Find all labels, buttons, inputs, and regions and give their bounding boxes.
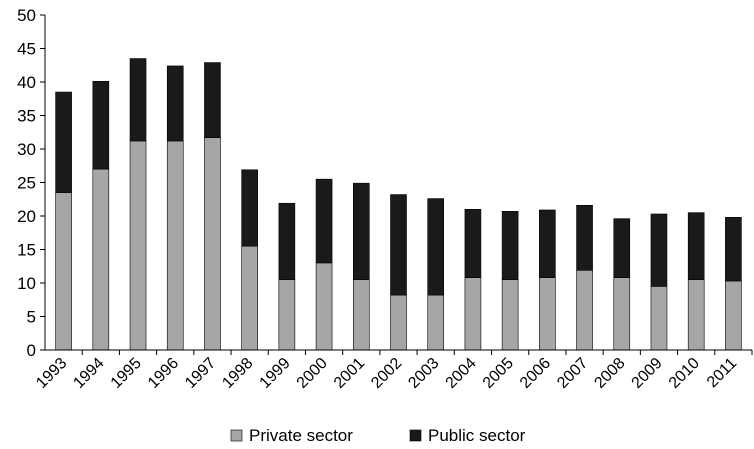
y-tick-label: 25 <box>17 174 36 193</box>
x-tick-label: 2005 <box>480 355 517 392</box>
bar-public-sector-2003 <box>427 198 445 296</box>
bar-public-sector-1997 <box>204 62 221 138</box>
x-tick-label: 2011 <box>704 355 740 391</box>
bar-private-sector-2011 <box>725 280 742 351</box>
x-tick-label: 2009 <box>629 355 666 392</box>
x-tick-label: 2004 <box>443 355 480 392</box>
bar-public-sector-1995 <box>129 58 147 142</box>
x-tick-label: 1998 <box>219 355 256 392</box>
plot-area <box>55 58 742 351</box>
bar-public-sector-1993 <box>55 91 72 193</box>
bar-public-sector-2007 <box>576 204 593 271</box>
y-tick-label: 30 <box>17 140 36 159</box>
y-tick-label: 15 <box>17 241 36 260</box>
bar-private-sector-2008 <box>613 277 631 351</box>
bar-private-sector-2000 <box>315 262 333 351</box>
y-axis: 0 5 10 15 20 25 30 35 40 45 50 <box>17 6 46 360</box>
bar-public-sector-2005 <box>501 211 519 280</box>
x-tick-label: 1997 <box>182 355 219 392</box>
bar-private-sector-2002 <box>390 294 407 351</box>
y-tick-label: 5 <box>27 308 36 327</box>
bar-public-sector-2006 <box>539 209 556 278</box>
legend-label-private-sector: Private sector <box>249 426 353 445</box>
x-tick-label: 2000 <box>294 355 331 392</box>
bar-private-sector-2007 <box>576 269 593 351</box>
x-tick-label: 2008 <box>591 355 628 392</box>
bar-private-sector-2004 <box>464 277 482 351</box>
bar-private-sector-2006 <box>539 277 556 351</box>
bar-public-sector-1994 <box>92 81 110 170</box>
x-tick-label: 2007 <box>554 355 591 392</box>
x-tick-label: 1999 <box>257 355 294 392</box>
x-tick-label: 1996 <box>145 355 182 392</box>
x-tick-label: 1995 <box>108 355 145 392</box>
x-tick-label: 2003 <box>405 355 442 392</box>
bar-private-sector-1994 <box>92 168 110 351</box>
bar-public-sector-1999 <box>278 202 296 280</box>
bar-public-sector-1996 <box>166 65 184 142</box>
legend-swatch-public-sector <box>409 429 422 442</box>
bar-private-sector-2003 <box>427 294 445 351</box>
legend: Private sector Public sector <box>230 426 526 445</box>
bar-public-sector-2011 <box>725 217 742 282</box>
legend-swatch-private-sector <box>230 429 243 442</box>
bar-public-sector-2009 <box>650 213 668 287</box>
y-tick-label: 35 <box>17 107 36 126</box>
y-tick-label: 45 <box>17 40 36 59</box>
bar-private-sector-1999 <box>278 279 296 351</box>
bar-private-sector-1995 <box>129 140 147 351</box>
y-tick-label: 20 <box>17 207 36 226</box>
x-axis: 1993 1994 1995 1996 1997 1998 1999 2000 2001 2002… <box>33 349 753 392</box>
y-tick-label: 10 <box>17 274 36 293</box>
bar-private-sector-2009 <box>650 286 668 351</box>
y-tick-label: 50 <box>17 6 36 25</box>
x-tick-label: 2006 <box>517 355 554 392</box>
y-tick-label: 0 <box>27 341 36 360</box>
bar-private-sector-1997 <box>204 137 221 351</box>
x-tick-label: 2002 <box>368 355 405 392</box>
bar-public-sector-2002 <box>390 194 407 296</box>
bar-public-sector-2010 <box>687 212 705 280</box>
bar-private-sector-2010 <box>687 279 705 351</box>
bar-private-sector-2001 <box>352 279 370 351</box>
bar-public-sector-2008 <box>613 218 631 278</box>
x-tick-label: 1993 <box>33 355 70 392</box>
bar-public-sector-2004 <box>464 209 482 278</box>
bar-private-sector-2005 <box>501 279 519 351</box>
bar-public-sector-2000 <box>315 178 333 264</box>
bar-private-sector-1998 <box>241 245 258 351</box>
x-tick-label: 2010 <box>666 355 703 392</box>
bar-public-sector-1998 <box>241 169 258 247</box>
x-tick-label: 2001 <box>331 355 368 392</box>
legend-label-public-sector: Public sector <box>428 426 526 445</box>
bar-private-sector-1996 <box>166 140 184 351</box>
y-tick-label: 40 <box>17 73 36 92</box>
x-tick-label: 1994 <box>70 355 107 392</box>
bar-private-sector-1993 <box>55 192 72 351</box>
bar-public-sector-2001 <box>352 182 370 280</box>
